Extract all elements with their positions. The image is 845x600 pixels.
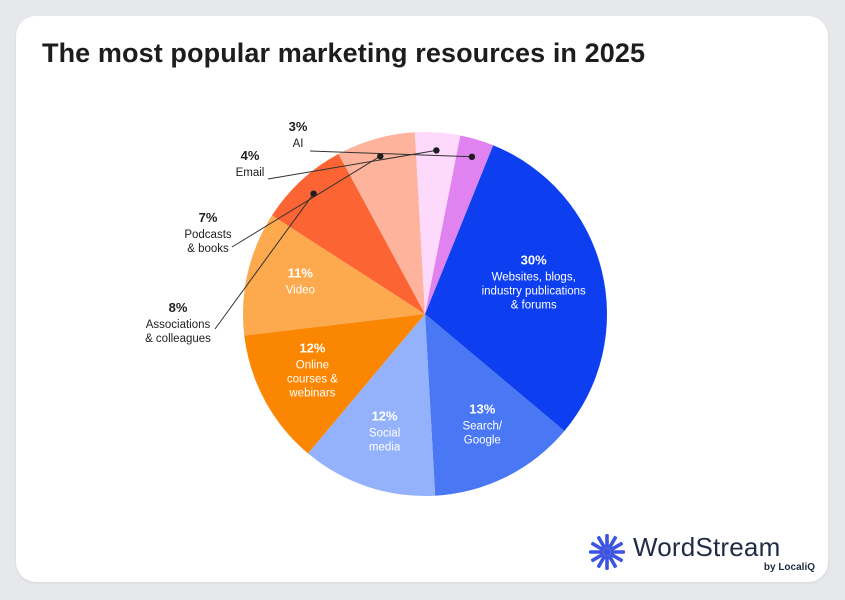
slice-percent-label: 30%	[521, 252, 547, 267]
pie-slice	[414, 131, 461, 314]
chart-title: The most popular marketing resources in …	[42, 38, 646, 68]
slice-category-label: Search/	[462, 421, 502, 433]
leader-dot	[468, 153, 476, 160]
slice-category-label: webinars	[288, 387, 335, 399]
pie-slice	[425, 314, 565, 496]
pie-labels: 30% Websites, blogs, industry publications…	[145, 119, 586, 454]
leader-dot	[310, 190, 317, 197]
pie-slice	[425, 145, 608, 431]
slice-category-label: Email	[236, 167, 265, 179]
brand-name: WordStream	[633, 532, 781, 562]
pie-slice	[338, 132, 425, 314]
slice-percent-label: 12%	[372, 409, 398, 424]
leader-dot	[377, 153, 384, 160]
slice-category-label: Google	[464, 435, 501, 447]
slice-category-label: Associations	[146, 319, 211, 331]
wordstream-logo-icon	[589, 534, 625, 570]
pie-slice	[272, 153, 425, 314]
slice-percent-label: 12%	[299, 340, 325, 355]
leader-line	[231, 155, 381, 248]
leader-line	[267, 149, 437, 180]
pie-slice	[243, 215, 425, 336]
slice-percent-label: 3%	[289, 119, 308, 134]
pie-slice	[244, 314, 425, 454]
slice-category-label: Websites, blogs,	[492, 271, 576, 283]
brand-logo: WordStream by LocaliQ	[587, 530, 817, 578]
slice-percent-label: 7%	[199, 210, 218, 225]
slice-category-label: & colleagues	[145, 333, 211, 345]
slice-category-label: AI	[293, 138, 304, 150]
pie-slice	[425, 135, 494, 314]
slice-category-label: industry publications	[482, 285, 586, 297]
slice-percent-label: 11%	[288, 266, 314, 281]
leader-line	[214, 193, 315, 330]
slice-category-label: Online	[296, 359, 329, 371]
slice-percent-label: 4%	[241, 148, 260, 163]
brand-sub: by LocaliQ	[763, 562, 815, 573]
leader-dot	[433, 147, 440, 154]
pie-slices	[243, 131, 608, 497]
pie-slice	[308, 314, 436, 497]
slice-category-label: & forums	[511, 299, 557, 311]
leader-line	[309, 150, 472, 158]
slice-category-label: Social	[369, 428, 400, 440]
slice-category-label: Video	[286, 285, 315, 297]
slice-category-label: media	[369, 442, 401, 454]
slice-percent-label: 13%	[469, 402, 495, 417]
slice-category-label: & books	[187, 243, 229, 255]
slice-category-label: Podcasts	[184, 229, 232, 241]
slice-category-label: courses &	[287, 373, 338, 385]
slice-percent-label: 8%	[169, 300, 188, 315]
